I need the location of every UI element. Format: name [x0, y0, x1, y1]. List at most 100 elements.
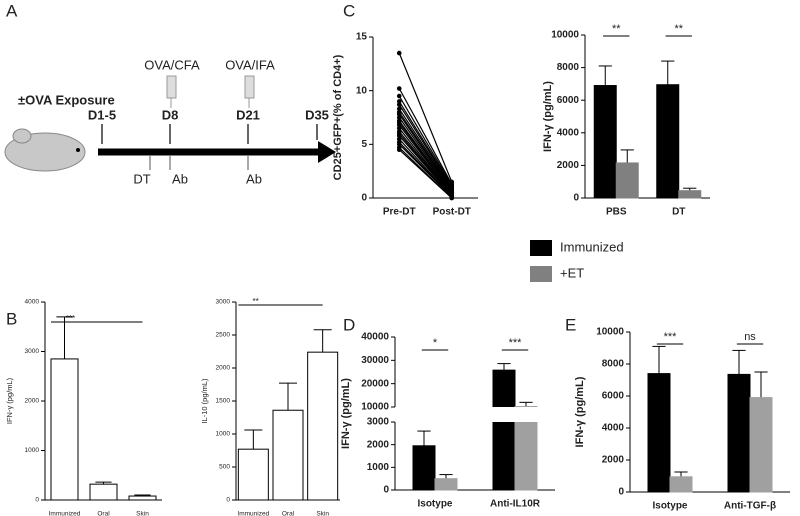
- y-tick-label: 0: [618, 487, 624, 498]
- y-tick-label: 20000: [361, 378, 389, 389]
- y-tick-label: 4000: [557, 127, 580, 138]
- point: [396, 133, 402, 139]
- x-tick-label: Pre-DT: [383, 207, 416, 218]
- point: [396, 125, 402, 131]
- day-label: D1-5: [88, 107, 116, 122]
- significance-label: ***: [664, 331, 678, 343]
- x-tick-label: DT: [672, 207, 685, 218]
- x-tick-label: Skin: [136, 511, 149, 516]
- series-line: [398, 122, 453, 193]
- x-tick-label: Immunized: [49, 511, 81, 516]
- x-tick-label: Oral: [282, 511, 295, 516]
- y-tick-label: 0: [361, 193, 367, 204]
- significance-label: ns: [744, 331, 756, 343]
- x-tick-label: PBS: [606, 207, 627, 218]
- treatment-ticks: [149, 156, 249, 170]
- axis-break-gap: [514, 407, 538, 422]
- x-tick-label: Isotype: [652, 501, 687, 512]
- significance-label: ***: [509, 337, 523, 349]
- y-tick-label: 3000: [216, 299, 231, 306]
- y-axis-label: IFN-γ (pg/mL): [340, 378, 352, 449]
- series-line: [398, 143, 453, 198]
- y-tick-label: 6000: [557, 95, 580, 106]
- point: [396, 106, 402, 112]
- panel-label: E: [565, 315, 576, 334]
- series-line: [398, 104, 453, 188]
- y-axis-label: IFN-γ (pg/mL): [542, 81, 554, 152]
- bar: [50, 358, 79, 501]
- x-tick-label: Isotype: [417, 499, 452, 510]
- bar: [669, 476, 693, 493]
- bar: [237, 448, 269, 501]
- y-tick-label: 1500: [216, 398, 231, 405]
- y-tick-label: 2000: [216, 365, 231, 372]
- day-arrows: [101, 124, 318, 144]
- x-tick-label: Post-DT: [433, 207, 471, 218]
- y-tick-label: 0: [226, 497, 230, 504]
- day-label: D8: [162, 107, 179, 122]
- y-axis-label: IFN-γ (pg/mL): [5, 377, 14, 424]
- y-tick-label: 500: [219, 464, 230, 471]
- mouse-eye: [76, 148, 80, 152]
- y-tick-label: 15: [356, 32, 368, 43]
- panel-label: C: [343, 1, 355, 20]
- bar: [615, 162, 639, 199]
- y-tick-label: 3000: [367, 417, 390, 428]
- legend-label: +ET: [560, 265, 584, 280]
- point: [396, 115, 402, 120]
- point: [396, 93, 402, 99]
- x-tick-label: Immunized: [237, 511, 269, 516]
- point: [396, 50, 402, 56]
- y-tick-label: 8000: [602, 359, 625, 370]
- series-line: [398, 108, 453, 189]
- y-tick-label: 10000: [596, 327, 624, 338]
- series-line: [398, 135, 453, 197]
- treatment-label: DT: [133, 171, 150, 186]
- series-line: [398, 124, 453, 195]
- series-line: [398, 117, 453, 192]
- point: [396, 147, 402, 152]
- y-tick-label: 30000: [361, 355, 389, 366]
- exposure-label: ±OVA Exposure: [18, 92, 115, 107]
- y-axis-label: CD25+GFP+(% of CD4+): [332, 54, 344, 180]
- bar: [647, 373, 671, 493]
- immunization-label: OVA/IFA: [225, 57, 275, 72]
- day-label: D21: [236, 107, 260, 122]
- point: [396, 142, 402, 147]
- y-tick-label: 2000: [602, 455, 625, 466]
- y-tick-label: 1000: [367, 462, 390, 473]
- timeline-head: [318, 141, 336, 163]
- y-tick-label: 10000: [361, 402, 389, 413]
- series-line: [398, 111, 453, 190]
- legend-swatch: [530, 266, 552, 282]
- series-line: [398, 95, 453, 186]
- bar: [593, 85, 617, 199]
- bar: [749, 397, 773, 493]
- bar: [89, 483, 118, 501]
- day-label: D35: [305, 107, 329, 122]
- series-line: [398, 113, 453, 191]
- significance-label: **: [612, 23, 621, 35]
- bar: [514, 406, 538, 491]
- y-tick-label: 5: [361, 139, 367, 150]
- bar: [434, 478, 458, 491]
- y-tick-label: 3000: [25, 348, 40, 355]
- significance-label: **: [674, 23, 683, 35]
- y-tick-label: 0: [383, 485, 389, 496]
- bar: [492, 369, 516, 491]
- y-tick-label: 10: [356, 85, 368, 96]
- x-tick-label: Anti-IL10R: [490, 499, 541, 510]
- point: [396, 86, 402, 91]
- significance-label: ***: [66, 314, 75, 323]
- legend-swatch: [530, 240, 552, 256]
- panel-label: B: [6, 309, 17, 328]
- syringe-icons: [166, 75, 255, 108]
- panel-label: A: [6, 1, 18, 20]
- x-tick-label: Skin: [316, 511, 329, 516]
- y-tick-label: 4000: [602, 423, 625, 434]
- point: [449, 195, 455, 201]
- y-tick-label: 2000: [557, 160, 580, 171]
- y-tick-label: 1000: [216, 431, 231, 438]
